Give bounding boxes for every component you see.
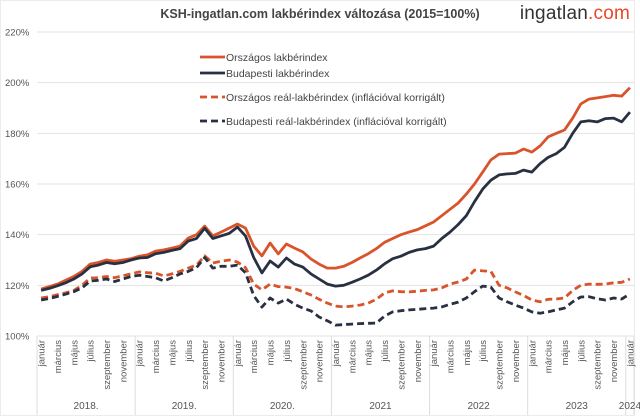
- y-tick-label: 200%: [5, 78, 30, 89]
- x-tick-label: január: [429, 340, 440, 367]
- logo-main: ingatlan: [519, 3, 589, 24]
- x-tick-label: május: [364, 340, 375, 366]
- x-tick-label: november: [315, 340, 326, 382]
- x-tick-label: május: [560, 340, 571, 366]
- x-tick-label: január: [233, 340, 244, 367]
- x-tick-label: november: [413, 340, 424, 382]
- x-tick-label: május: [167, 340, 178, 366]
- year-label: 2018.: [74, 401, 99, 412]
- y-tick-label: 220%: [5, 28, 30, 39]
- x-tick-label: november: [118, 340, 129, 382]
- legend-label: Budapesti reál-lakbérindex (inflációval …: [226, 116, 447, 128]
- x-tick-label: július: [282, 340, 293, 363]
- x-tick-label: január: [37, 340, 48, 367]
- x-tick-label: szeptember: [593, 340, 604, 390]
- legend-label: Budapesti lakbérindex: [226, 68, 330, 80]
- series-line-3: [40, 254, 631, 309]
- year-label: 2023: [566, 401, 589, 412]
- x-tick-label: november: [217, 340, 228, 382]
- legend-label: Országos lakbérindex: [226, 52, 328, 64]
- x-tick-label: március: [347, 340, 358, 374]
- series-line-4: [40, 256, 631, 327]
- x-tick-label: május: [462, 340, 473, 366]
- x-tick-label: január: [527, 340, 538, 367]
- x-tick-label: november: [609, 340, 620, 382]
- year-label: 2019.: [172, 401, 197, 412]
- ingatlan-logo: ingatlan.com: [520, 3, 630, 25]
- x-tick-label: március: [151, 340, 162, 374]
- chart-title: KSH-ingatlan.com lakbérindex változása (…: [160, 7, 480, 21]
- x-tick-label: szeptember: [102, 340, 113, 390]
- y-tick-label: 120%: [5, 281, 30, 292]
- x-tick-label: július: [478, 340, 489, 363]
- x-tick-label: március: [544, 340, 555, 374]
- x-tick-label: szeptember: [200, 340, 211, 390]
- x-tick-label: szeptember: [495, 340, 506, 390]
- year-label: 2024: [619, 401, 640, 412]
- x-tick-label: július: [184, 340, 195, 363]
- y-tick-label: 180%: [5, 129, 30, 140]
- x-tick-label: május: [69, 340, 80, 366]
- logo-suffix: .com: [588, 3, 630, 24]
- x-tick-label: szeptember: [396, 340, 407, 390]
- year-label: 2020.: [270, 401, 295, 412]
- x-tick-label: január: [135, 340, 146, 367]
- x-tick-label: március: [249, 340, 260, 374]
- x-tick-label: szeptember: [298, 340, 309, 390]
- x-tick-label: július: [86, 340, 97, 363]
- x-tick-label: július: [576, 340, 587, 363]
- x-tick-label: január: [625, 340, 636, 367]
- series-line-1: [40, 86, 631, 291]
- series-line-2: [40, 111, 631, 292]
- y-tick-label: 140%: [5, 230, 30, 241]
- x-tick-label: május: [266, 340, 277, 366]
- x-tick-label: november: [511, 340, 522, 382]
- x-tick-label: március: [53, 340, 64, 374]
- year-label: 2021: [369, 401, 392, 412]
- y-tick-label: 100%: [5, 332, 30, 343]
- year-label: 2022: [467, 401, 490, 412]
- x-tick-label: január: [331, 340, 342, 367]
- y-tick-label: 160%: [5, 180, 30, 191]
- x-tick-label: július: [380, 340, 391, 363]
- x-tick-label: március: [445, 340, 456, 374]
- legend-label: Országos reál-lakbérindex (inflációval k…: [226, 92, 445, 104]
